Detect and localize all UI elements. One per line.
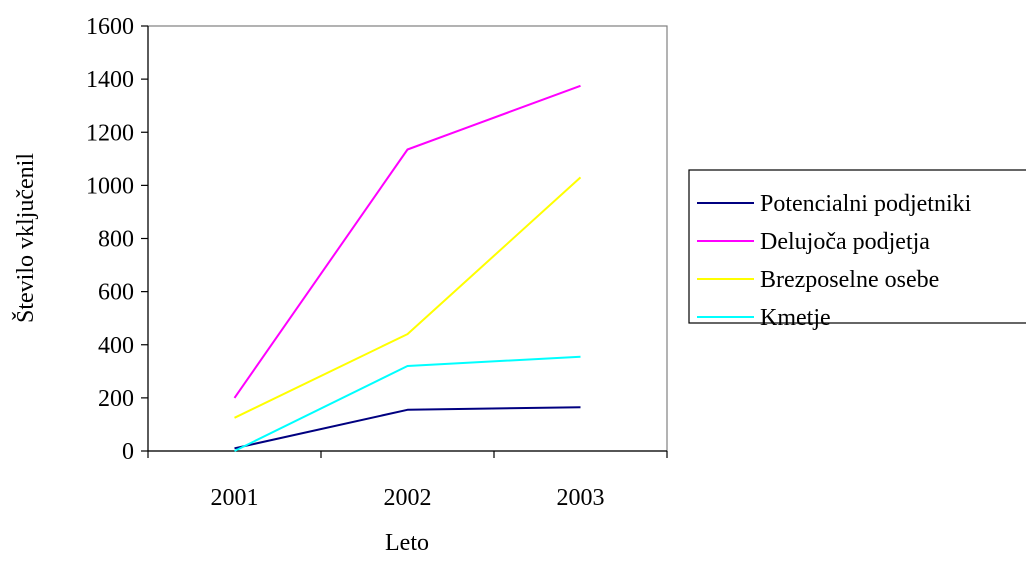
series-line-4 <box>234 355 581 452</box>
chart-legend: Potencialni podjetniki Delujoča podjetja B… <box>688 169 1026 331</box>
legend-label: Potencialni podjetniki <box>760 191 972 217</box>
y-tick-label: 800 <box>98 227 134 253</box>
y-tick-label: 400 <box>98 333 134 359</box>
y-tick-label: 200 <box>98 386 134 412</box>
x-axis-title: Leto <box>385 530 429 556</box>
y-tick-label: 1000 <box>86 173 134 199</box>
chart-axes <box>147 25 668 452</box>
y-tick-label: 600 <box>98 280 134 306</box>
x-tick-label: 2002 <box>384 485 432 511</box>
y-tick-label: 1600 <box>86 14 134 40</box>
chart-series <box>233 84 582 452</box>
plot-area-frame <box>147 25 668 452</box>
y-tick-label: 1200 <box>86 120 134 146</box>
y-tick-label: 0 <box>122 439 134 465</box>
series-line-3 <box>234 176 582 419</box>
x-tick-label: 2003 <box>557 485 605 511</box>
legend-label: Kmetje <box>760 305 831 331</box>
y-axis-title: Število vključenil <box>12 153 39 323</box>
series-line-2 <box>233 84 581 399</box>
series-line-1 <box>234 406 581 450</box>
legend-label: Delujoča podjetja <box>760 229 930 255</box>
chart-ticks: 0 200 400 600 800 1000 1200 1400 1600 2001 2002 200… <box>86 14 668 511</box>
x-tick-label: 2001 <box>211 485 259 511</box>
legend-frame <box>688 169 1026 324</box>
legend-label: Brezposelne osebe <box>760 267 939 293</box>
y-tick-label: 1400 <box>86 67 134 93</box>
